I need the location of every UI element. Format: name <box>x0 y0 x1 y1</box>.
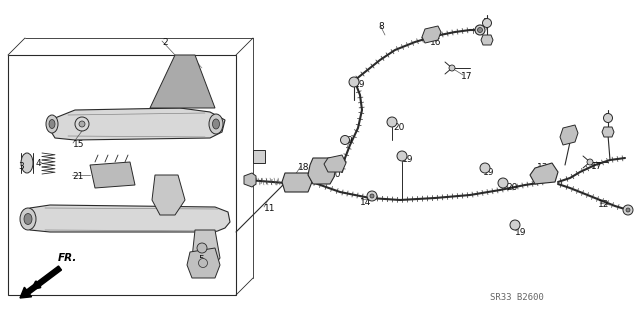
Text: 14: 14 <box>360 198 371 207</box>
Polygon shape <box>530 163 558 184</box>
Polygon shape <box>244 173 256 187</box>
Text: 7: 7 <box>255 155 260 164</box>
Polygon shape <box>602 127 614 137</box>
Ellipse shape <box>46 115 58 133</box>
Polygon shape <box>282 173 312 192</box>
Text: 13: 13 <box>537 163 548 172</box>
Circle shape <box>475 25 485 35</box>
Text: 6: 6 <box>315 172 321 181</box>
Circle shape <box>498 178 508 188</box>
Text: 5: 5 <box>198 255 204 264</box>
Ellipse shape <box>21 153 33 173</box>
Polygon shape <box>90 162 135 188</box>
Text: 1: 1 <box>605 113 611 122</box>
Text: 2: 2 <box>162 38 168 47</box>
Circle shape <box>198 258 207 268</box>
Text: 3: 3 <box>18 162 24 171</box>
Text: 19: 19 <box>354 80 365 89</box>
Polygon shape <box>152 175 185 215</box>
Text: 18: 18 <box>298 163 310 172</box>
Polygon shape <box>422 26 441 43</box>
Polygon shape <box>187 248 220 278</box>
Polygon shape <box>150 55 215 108</box>
Text: 19: 19 <box>515 228 527 237</box>
Circle shape <box>480 163 490 173</box>
Polygon shape <box>50 108 225 140</box>
Text: 19: 19 <box>483 168 495 177</box>
Circle shape <box>623 205 633 215</box>
Ellipse shape <box>212 119 220 129</box>
Circle shape <box>397 151 407 161</box>
Polygon shape <box>192 230 220 272</box>
Polygon shape <box>25 205 230 232</box>
Text: 20: 20 <box>506 183 517 192</box>
Circle shape <box>477 27 483 33</box>
Text: 19: 19 <box>402 155 413 164</box>
Circle shape <box>604 114 612 122</box>
Text: 12: 12 <box>598 200 609 209</box>
Circle shape <box>340 136 349 145</box>
Circle shape <box>370 194 374 198</box>
FancyArrow shape <box>20 266 61 298</box>
Circle shape <box>197 243 207 253</box>
Text: 9: 9 <box>346 136 352 145</box>
Circle shape <box>587 159 593 165</box>
Circle shape <box>387 117 397 127</box>
Circle shape <box>449 65 455 71</box>
Text: 21: 21 <box>72 172 83 181</box>
Text: 10: 10 <box>330 170 342 179</box>
Ellipse shape <box>24 213 32 225</box>
Circle shape <box>349 77 359 87</box>
Polygon shape <box>560 125 578 145</box>
Text: FR.: FR. <box>58 253 77 263</box>
Ellipse shape <box>20 208 36 230</box>
Text: 20: 20 <box>393 123 404 132</box>
Circle shape <box>510 220 520 230</box>
Text: 11: 11 <box>264 204 275 213</box>
Text: 17: 17 <box>591 162 602 171</box>
Polygon shape <box>481 35 493 45</box>
Circle shape <box>626 208 630 212</box>
Circle shape <box>79 121 85 127</box>
Polygon shape <box>324 155 346 172</box>
Circle shape <box>367 191 377 201</box>
Text: 8: 8 <box>378 22 384 31</box>
Text: 17: 17 <box>461 72 472 81</box>
Text: 15: 15 <box>73 140 84 149</box>
Text: 16: 16 <box>430 38 442 47</box>
Polygon shape <box>253 150 265 163</box>
Text: 1: 1 <box>483 18 489 27</box>
Circle shape <box>483 19 492 27</box>
Text: 4: 4 <box>36 159 42 168</box>
Ellipse shape <box>49 120 55 129</box>
Polygon shape <box>308 158 336 184</box>
Text: 16: 16 <box>567 128 579 137</box>
Ellipse shape <box>209 114 223 134</box>
Text: SR33 B2600: SR33 B2600 <box>490 293 544 302</box>
